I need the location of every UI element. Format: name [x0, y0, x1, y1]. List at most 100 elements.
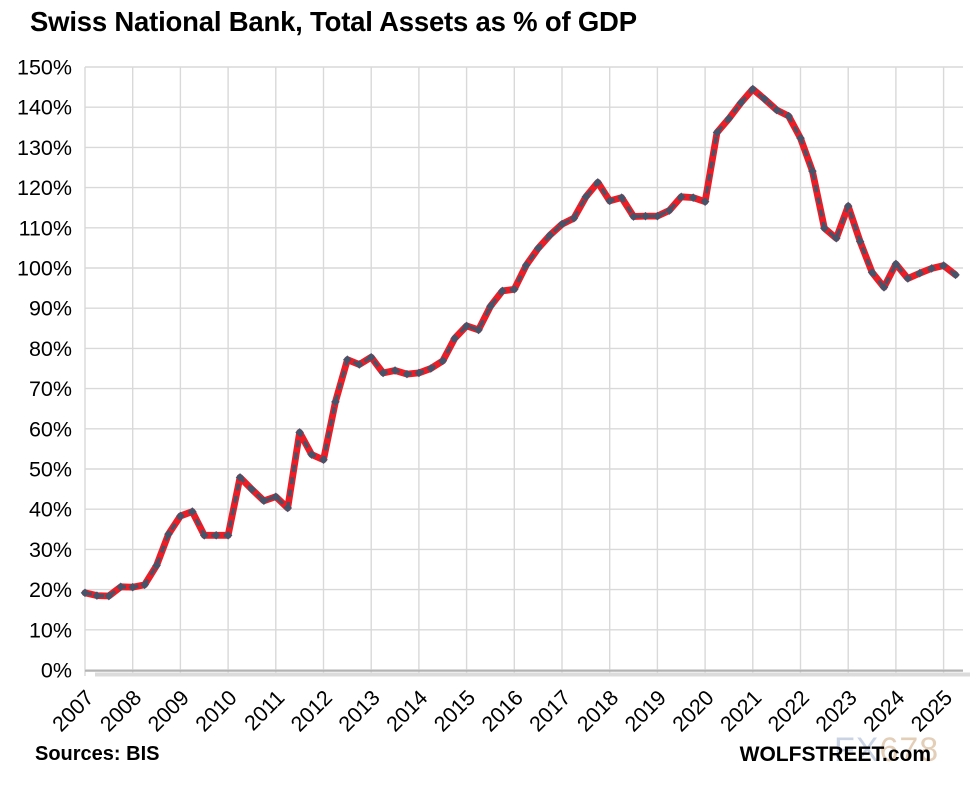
diamond-marker — [927, 264, 936, 273]
diamond-marker — [140, 580, 149, 590]
diamond-marker — [915, 268, 925, 278]
diamond-marker — [808, 166, 817, 176]
diamond-marker — [498, 286, 507, 296]
diamond-marker — [712, 128, 722, 137]
diamond-marker — [259, 496, 269, 506]
x-tick-label: 2010 — [191, 686, 242, 737]
diamond-marker — [295, 428, 304, 437]
diamond-marker — [939, 261, 948, 270]
y-tick-label: 70% — [29, 377, 72, 401]
diamond-marker — [331, 397, 340, 407]
diamond-marker — [617, 193, 626, 202]
diamond-marker — [354, 360, 364, 369]
diamond-marker — [92, 591, 102, 600]
diamond-marker — [80, 588, 90, 598]
diamond-marker — [366, 352, 376, 362]
diamond-marker — [116, 582, 126, 592]
diamond-marker — [199, 531, 209, 540]
diamond-marker — [390, 366, 400, 375]
x-tick-label: 2007 — [48, 686, 99, 737]
x-tick-label: 2024 — [859, 686, 910, 737]
x-tick-label: 2011 — [240, 686, 290, 736]
x-tick-label: 2013 — [334, 686, 385, 737]
diamond-marker — [176, 511, 185, 521]
x-axis-labels: 2007200820092010201120122013201420152016… — [48, 686, 957, 737]
y-tick-label: 80% — [29, 337, 72, 361]
series-markers — [80, 84, 960, 601]
y-tick-label: 40% — [29, 498, 72, 522]
diamond-marker — [462, 321, 471, 331]
y-axis-labels: 0% 10% 20% 30% 40% 50% 60% 70% 80% 90% 100% 110% 120… — [17, 56, 72, 683]
diamond-marker — [688, 193, 698, 202]
watermark-part2: 678 — [879, 731, 940, 769]
diamond-marker — [676, 192, 686, 202]
watermark-part1: FX — [834, 731, 880, 769]
diamond-marker — [343, 355, 352, 364]
y-tick-label: 20% — [29, 578, 72, 602]
y-tick-label: 120% — [17, 176, 72, 200]
diamond-marker — [820, 223, 829, 233]
diamond-marker — [188, 507, 197, 516]
diamond-marker — [867, 268, 877, 277]
x-tick-label: 2019 — [620, 686, 671, 737]
diamond-marker — [557, 219, 567, 229]
diamond-marker — [760, 94, 770, 104]
series-line-dashed-overlay — [84, 87, 957, 598]
y-tick-label: 60% — [29, 417, 72, 441]
diamond-marker — [486, 301, 495, 311]
diamond-marker — [521, 260, 531, 270]
diamond-marker — [891, 259, 901, 269]
y-tick-label: 140% — [17, 96, 72, 120]
y-tick-label: 10% — [29, 618, 72, 642]
diamond-marker — [307, 450, 316, 459]
y-tick-label: 100% — [17, 257, 72, 281]
diamond-marker — [545, 230, 555, 240]
y-tick-label: 30% — [29, 538, 72, 562]
diamond-marker — [700, 197, 710, 206]
diamond-marker — [152, 561, 161, 570]
x-tick-label: 2022 — [763, 686, 814, 737]
diamond-marker — [784, 111, 793, 121]
diamond-marker — [831, 233, 841, 243]
x-tick-label: 2014 — [382, 686, 433, 737]
diamond-marker — [605, 196, 614, 206]
diamond-marker — [164, 529, 173, 539]
x-tick-label: 2023 — [811, 686, 862, 737]
x-tick-label: 2012 — [286, 686, 337, 737]
x-tick-label: 2008 — [95, 686, 146, 737]
diamond-marker — [474, 325, 483, 335]
diamond-marker — [629, 212, 638, 221]
diamond-marker — [653, 211, 662, 221]
diamond-marker — [271, 492, 281, 502]
x-tick-label: 2018 — [572, 686, 623, 737]
y-tick-label: 0% — [41, 659, 72, 683]
diamond-marker — [414, 368, 424, 378]
diamond-marker — [724, 114, 734, 123]
x-tick-label: 2015 — [429, 686, 480, 737]
x-tick-label: 2016 — [477, 686, 528, 737]
gridlines — [84, 66, 963, 676]
diamond-marker — [951, 270, 960, 280]
diamond-marker — [235, 473, 245, 482]
y-tick-label: 110% — [19, 216, 72, 240]
diamond-marker — [283, 503, 293, 513]
x-tick-label: 2017 — [525, 686, 576, 737]
wolfstreet-branding: WOLFSTREET.com — [739, 743, 931, 766]
diamond-marker — [665, 206, 674, 215]
y-tick-label: 150% — [17, 56, 72, 80]
diamond-marker — [319, 455, 328, 465]
y-tick-label: 90% — [29, 297, 72, 321]
chart-title: Swiss National Bank, Total Assets as % o… — [30, 6, 637, 37]
diamond-marker — [772, 105, 781, 115]
diamond-marker — [104, 591, 114, 601]
diamond-marker — [796, 133, 805, 143]
diamond-marker — [128, 582, 137, 592]
diamond-marker — [426, 364, 436, 373]
diamond-marker — [641, 211, 650, 221]
x-tick-label: 2021 — [716, 686, 767, 737]
x-tick-label: 2020 — [668, 686, 719, 737]
diamond-marker — [879, 282, 889, 292]
diamond-marker — [510, 285, 519, 294]
